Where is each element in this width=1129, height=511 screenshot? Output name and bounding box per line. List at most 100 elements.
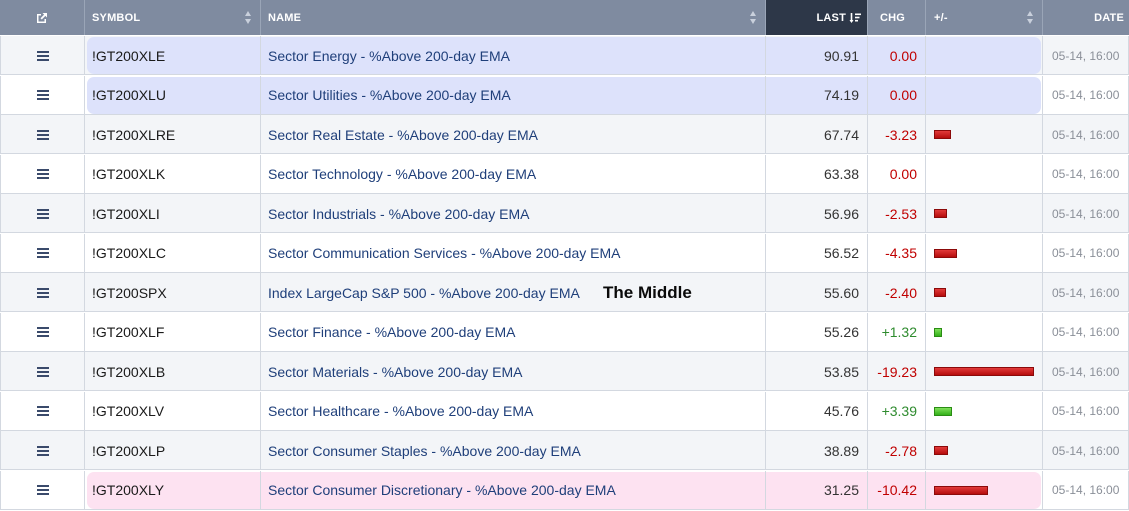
row-menu-button[interactable] (0, 233, 85, 273)
column-header-plus-minus[interactable]: +/- (926, 0, 1043, 35)
date-cell: 05-14, 16:00 (1043, 470, 1129, 510)
change-bar (934, 248, 957, 258)
row-menu-button[interactable] (0, 470, 85, 510)
last-price-cell: 90.91 (766, 36, 868, 75)
date-cell: 05-14, 16:00 (1043, 154, 1129, 194)
symbol-cell[interactable]: !GT200XLI (85, 194, 261, 233)
table-row[interactable]: !GT200XLY Sector Consumer Discretionary -… (0, 470, 1129, 510)
row-menu-button[interactable] (0, 312, 85, 352)
change-bar-cell (926, 233, 1043, 273)
last-price-cell: 45.76 (766, 391, 868, 431)
name-cell[interactable]: Sector Technology - %Above 200-day EMA (261, 154, 766, 194)
symbol-cell[interactable]: !GT200XLRE (85, 115, 261, 154)
symbol-cell[interactable]: !GT200XLB (85, 352, 261, 391)
last-price-cell: 67.74 (766, 115, 868, 154)
change-bar (934, 327, 942, 337)
change-bar-cell (926, 194, 1043, 233)
name-cell[interactable]: Sector Real Estate - %Above 200-day EMA (261, 115, 766, 154)
row-highlight (87, 471, 1041, 509)
name-cell[interactable]: Sector Consumer Staples - %Above 200-day… (261, 431, 766, 470)
hamburger-menu-icon (36, 50, 49, 61)
row-menu-button[interactable] (0, 36, 85, 75)
column-header-last[interactable]: LAST (766, 0, 868, 35)
sort-icon[interactable] (245, 11, 252, 24)
name-cell[interactable]: Sector Consumer Discretionary - %Above 2… (261, 470, 766, 510)
table-row[interactable]: !GT200XLE Sector Energy - %Above 200-day … (0, 36, 1129, 75)
column-header-chg[interactable]: CHG (868, 0, 926, 35)
change-bar-cell (926, 352, 1043, 391)
change-cell: -2.40 (868, 273, 926, 312)
name-cell[interactable]: Sector Materials - %Above 200-day EMA (261, 352, 766, 391)
hamburger-menu-icon (36, 406, 49, 416)
name-cell[interactable]: Sector Finance - %Above 200-day EMA (261, 312, 766, 352)
row-menu-button[interactable] (0, 391, 85, 431)
table-row[interactable]: !GT200XLB Sector Materials - %Above 200-d… (0, 352, 1129, 391)
column-header-date[interactable]: DATE (1043, 0, 1129, 35)
name-cell[interactable]: Sector Healthcare - %Above 200-day EMA (261, 391, 766, 431)
last-price-cell: 74.19 (766, 75, 868, 115)
external-link-icon (37, 12, 47, 23)
change-bar-cell (926, 312, 1043, 352)
hamburger-menu-icon (36, 445, 49, 456)
hamburger-menu-icon (36, 169, 49, 179)
symbol-cell[interactable]: !GT200XLK (85, 154, 261, 194)
last-price-cell: 55.26 (766, 312, 868, 352)
name-cell[interactable]: Sector Industrials - %Above 200-day EMA (261, 194, 766, 233)
row-highlight (87, 76, 1041, 114)
table-row[interactable]: !GT200XLRE Sector Real Estate - %Above 20… (0, 115, 1129, 154)
table-row[interactable]: !GT200XLU Sector Utilities - %Above 200-d… (0, 75, 1129, 115)
change-cell: +3.39 (868, 391, 926, 431)
column-header-symbol[interactable]: SYMBOL (85, 0, 261, 35)
row-menu-button[interactable] (0, 154, 85, 194)
sort-icon[interactable] (750, 11, 757, 24)
column-header-name[interactable]: NAME (261, 0, 766, 35)
date-cell: 05-14, 16:00 (1043, 312, 1129, 352)
name-cell[interactable]: Sector Communication Services - %Above 2… (261, 233, 766, 273)
row-menu-button[interactable] (0, 115, 85, 154)
column-header-name-label: NAME (268, 11, 302, 24)
table-row[interactable]: !GT200SPX Index LargeCap S&P 500 - %Above… (0, 273, 1129, 312)
symbol-cell[interactable]: !GT200XLF (85, 312, 261, 352)
symbol-cell[interactable]: !GT200XLV (85, 391, 261, 431)
table-row[interactable]: !GT200XLP Sector Consumer Staples - %Abov… (0, 431, 1129, 470)
symbol-cell[interactable]: !GT200XLE (85, 36, 261, 75)
row-menu-button[interactable] (0, 75, 85, 115)
last-price-cell: 53.85 (766, 352, 868, 391)
change-cell: -10.42 (868, 470, 926, 510)
change-bar (934, 406, 952, 416)
sort-descending-icon (849, 12, 861, 23)
row-menu-button[interactable] (0, 352, 85, 391)
change-bar (934, 209, 948, 218)
column-header-chg-label: CHG (880, 11, 906, 24)
change-cell: 0.00 (868, 75, 926, 115)
change-bar (934, 130, 951, 139)
last-price-cell: 38.89 (766, 431, 868, 470)
sort-icon[interactable] (1027, 11, 1034, 24)
table-row[interactable]: !GT200XLF Sector Finance - %Above 200-day… (0, 312, 1129, 352)
row-menu-button[interactable] (0, 273, 85, 312)
change-bar (934, 485, 989, 495)
table-row[interactable]: !GT200XLK Sector Technology - %Above 200-… (0, 154, 1129, 194)
date-cell: 05-14, 16:00 (1043, 352, 1129, 391)
hamburger-menu-icon (36, 366, 49, 377)
symbol-cell[interactable]: !GT200SPX (85, 273, 261, 312)
change-cell: -3.23 (868, 115, 926, 154)
row-menu-button[interactable] (0, 194, 85, 233)
symbol-cell[interactable]: !GT200XLP (85, 431, 261, 470)
name-cell[interactable]: Sector Energy - %Above 200-day EMA (261, 36, 766, 75)
name-cell[interactable]: Sector Utilities - %Above 200-day EMA (261, 75, 766, 115)
last-price-cell: 31.25 (766, 470, 868, 510)
hamburger-menu-icon (36, 287, 49, 298)
table-row[interactable]: !GT200XLV Sector Healthcare - %Above 200-… (0, 391, 1129, 431)
symbol-cell[interactable]: !GT200XLU (85, 75, 261, 115)
open-in-new-window-button[interactable] (0, 0, 85, 35)
symbol-cell[interactable]: !GT200XLC (85, 233, 261, 273)
symbol-cell[interactable]: !GT200XLY (85, 470, 261, 510)
table-row[interactable]: !GT200XLI Sector Industrials - %Above 200… (0, 194, 1129, 233)
date-cell: 05-14, 16:00 (1043, 115, 1129, 154)
name-cell[interactable]: Index LargeCap S&P 500 - %Above 200-day … (261, 273, 766, 312)
column-header-last-label: LAST (816, 11, 846, 24)
row-menu-button[interactable] (0, 431, 85, 470)
table-row[interactable]: !GT200XLC Sector Communication Services -… (0, 233, 1129, 273)
change-bar-cell (926, 431, 1043, 470)
